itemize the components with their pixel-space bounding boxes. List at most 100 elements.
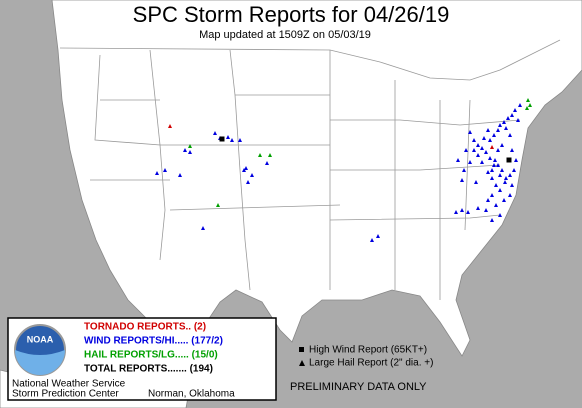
report-marker [508, 193, 512, 197]
report-markers [155, 98, 532, 242]
report-marker [201, 226, 205, 230]
high-wind-key: High Wind Report (65KT+) [309, 345, 427, 356]
report-marker [526, 98, 530, 102]
report-marker [518, 103, 522, 107]
report-marker [468, 160, 472, 164]
report-marker [155, 171, 159, 175]
large-hail-symbol [299, 360, 305, 366]
report-marker [510, 183, 514, 187]
report-marker [490, 176, 494, 180]
report-marker [188, 150, 192, 154]
report-marker [504, 176, 508, 180]
report-marker [496, 163, 500, 167]
high-wind-marker [219, 136, 225, 142]
office-center: Storm Prediction Center [12, 389, 119, 400]
report-marker [512, 168, 516, 172]
report-marker [514, 158, 518, 162]
high-wind-marker [506, 157, 512, 163]
report-marker [500, 168, 504, 172]
report-marker [496, 148, 500, 152]
noaa-logo-wave [15, 350, 65, 375]
report-marker [226, 135, 230, 139]
report-marker [486, 128, 490, 132]
report-marker [244, 166, 248, 170]
report-marker [498, 213, 502, 217]
report-marker [490, 193, 494, 197]
report-marker [480, 160, 484, 164]
report-marker [238, 138, 242, 142]
report-marker [506, 116, 510, 120]
report-marker [250, 173, 254, 177]
subtitle: Map updated at 1509Z on 05/03/19 [199, 29, 371, 41]
report-marker [504, 126, 508, 130]
report-marker [482, 136, 486, 140]
report-marker [510, 148, 514, 152]
report-marker [246, 180, 250, 184]
report-marker [492, 163, 496, 167]
report-marker [516, 118, 520, 122]
report-marker [168, 124, 172, 128]
tornado-legend: TORNADO REPORTS.. (2) [84, 322, 206, 333]
report-marker [508, 173, 512, 177]
office-city: Norman, Oklahoma [148, 389, 235, 400]
report-marker [474, 180, 478, 184]
wind-legend: WIND REPORTS/HI..... (177/2) [84, 336, 223, 347]
report-marker [468, 130, 472, 134]
report-marker [513, 108, 517, 112]
report-marker [486, 170, 490, 174]
report-marker [484, 150, 488, 154]
report-marker [498, 188, 502, 192]
report-marker [484, 208, 488, 212]
report-marker [163, 168, 167, 172]
report-marker [460, 178, 464, 182]
report-marker [476, 153, 480, 157]
report-marker [510, 113, 514, 117]
report-marker [502, 198, 506, 202]
report-marker [462, 168, 466, 172]
report-marker [464, 148, 468, 152]
report-marker [258, 153, 262, 157]
report-marker [213, 131, 217, 135]
state-lines [59, 39, 561, 300]
report-marker [492, 133, 496, 137]
report-marker [486, 198, 490, 202]
total-legend: TOTAL REPORTS....... (194) [84, 364, 213, 375]
report-marker [466, 210, 470, 214]
report-marker [265, 161, 269, 165]
report-marker [490, 218, 494, 222]
preliminary-notice: PRELIMINARY DATA ONLY [290, 381, 427, 393]
report-marker [528, 103, 532, 107]
report-marker [370, 238, 374, 242]
report-marker [493, 158, 497, 162]
office-name: National Weather Service [12, 379, 126, 390]
report-marker [488, 156, 492, 160]
report-marker [490, 145, 494, 149]
report-marker [480, 146, 484, 150]
report-marker [376, 234, 380, 238]
report-marker [472, 138, 476, 142]
report-marker [183, 148, 187, 152]
large-hail-key: Large Hail Report (2" dia. +) [309, 358, 433, 369]
report-marker [494, 183, 498, 187]
report-marker [268, 153, 272, 157]
hail-legend: HAIL REPORTS/LG..... (15/0) [84, 350, 218, 361]
report-marker [476, 206, 480, 210]
report-marker [494, 203, 498, 207]
report-marker [456, 158, 460, 162]
report-marker [488, 138, 492, 142]
report-marker [476, 143, 480, 147]
report-marker [498, 173, 502, 177]
high-wind-symbol [299, 347, 304, 352]
report-marker [230, 138, 234, 142]
title: SPC Storm Reports for 04/26/19 [133, 2, 450, 27]
report-marker [496, 128, 500, 132]
report-marker [216, 203, 220, 207]
report-marker [503, 180, 507, 184]
report-marker [460, 208, 464, 212]
report-marker [472, 148, 476, 152]
report-marker [454, 210, 458, 214]
report-marker [490, 168, 494, 172]
